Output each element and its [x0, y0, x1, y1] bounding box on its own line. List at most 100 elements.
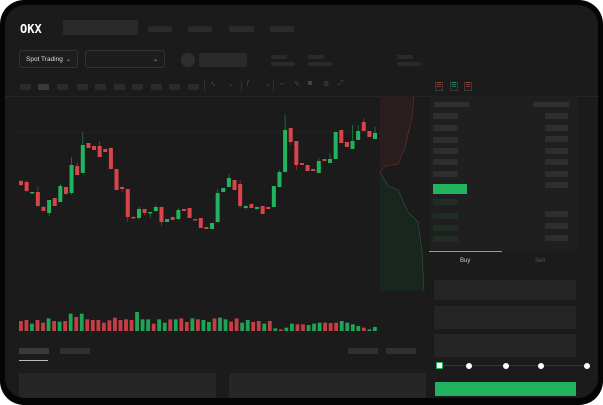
ma-indicator-icon[interactable]: ∿	[210, 81, 216, 88]
candle[interactable]	[41, 207, 46, 211]
timeframe-button[interactable]	[169, 84, 180, 90]
tab-sell[interactable]: Sell	[535, 258, 546, 264]
nav-item[interactable]	[229, 26, 254, 32]
timeframe-button[interactable]	[188, 84, 199, 90]
settings-icon[interactable]: ⚙	[323, 81, 330, 88]
bid-row[interactable]	[433, 199, 458, 205]
candle[interactable]	[108, 148, 113, 169]
timeframe-button[interactable]	[57, 84, 68, 90]
line-icon[interactable]: ∼	[279, 81, 285, 88]
candle[interactable]	[232, 180, 237, 190]
candle[interactable]	[58, 186, 63, 202]
total-input[interactable]	[434, 334, 576, 357]
fx-indicator-icon[interactable]: ƒ	[246, 80, 250, 87]
candle[interactable]	[350, 141, 355, 149]
candle[interactable]	[35, 192, 40, 206]
slider-step-100[interactable]	[584, 363, 590, 369]
timeframe-button-active[interactable]	[38, 84, 49, 90]
tab-open-orders[interactable]	[19, 348, 49, 354]
candle[interactable]	[170, 217, 175, 220]
candle[interactable]	[187, 208, 192, 218]
candle[interactable]	[47, 200, 52, 213]
candle[interactable]	[181, 209, 186, 211]
candle[interactable]	[69, 165, 74, 193]
slider-track[interactable]	[439, 365, 589, 366]
candle[interactable]	[24, 182, 29, 191]
orderbook-bids-icon[interactable]: ☰	[450, 82, 458, 91]
candle[interactable]	[288, 128, 293, 142]
amount-input[interactable]	[434, 306, 576, 329]
price-input[interactable]	[434, 280, 576, 300]
candle[interactable]	[137, 209, 141, 218]
candle[interactable]	[249, 204, 254, 208]
candle[interactable]	[373, 133, 377, 139]
candle[interactable]	[299, 163, 304, 165]
chevron-down-icon[interactable]: ⌄	[265, 81, 271, 88]
candle[interactable]	[75, 166, 80, 175]
ask-row[interactable]	[433, 113, 458, 119]
candle[interactable]	[103, 149, 108, 152]
pair-select[interactable]: ⌄	[85, 50, 165, 68]
nav-item[interactable]	[188, 26, 212, 32]
candle[interactable]	[221, 188, 226, 192]
ask-row[interactable]	[433, 159, 458, 165]
filter-button[interactable]	[348, 348, 378, 354]
candle[interactable]	[30, 192, 35, 194]
candle[interactable]	[283, 130, 288, 172]
slider-step-50[interactable]	[503, 363, 509, 369]
candle[interactable]	[344, 142, 349, 147]
slider-step-25[interactable]	[466, 363, 472, 369]
timeframe-button[interactable]	[95, 84, 106, 90]
candle[interactable]	[277, 172, 282, 187]
candle[interactable]	[148, 212, 153, 214]
candle[interactable]	[114, 169, 119, 190]
candle[interactable]	[176, 210, 181, 219]
ask-row[interactable]	[433, 125, 458, 131]
chevron-down-icon[interactable]: ⌄	[228, 81, 234, 88]
slider-step-75[interactable]	[538, 363, 544, 369]
camera-icon[interactable]: ◙	[308, 80, 313, 87]
candle[interactable]	[204, 227, 209, 229]
candle[interactable]	[165, 219, 170, 222]
candle[interactable]	[311, 169, 316, 171]
candle[interactable]	[322, 159, 327, 161]
candle[interactable]	[97, 146, 102, 157]
timeframe-button[interactable]	[114, 84, 125, 90]
buy-button[interactable]	[435, 382, 576, 396]
candle[interactable]	[333, 132, 338, 159]
candle[interactable]	[339, 130, 344, 143]
candle[interactable]	[210, 223, 215, 229]
orderbook-both-icon[interactable]: ☰	[435, 82, 443, 91]
tab-order-history[interactable]	[60, 348, 90, 354]
candle[interactable]	[142, 209, 147, 213]
candle[interactable]	[215, 193, 220, 222]
candle[interactable]	[92, 146, 97, 150]
candle[interactable]	[260, 206, 265, 214]
candle[interactable]	[86, 143, 91, 148]
orderbook-asks-icon[interactable]: ☰	[464, 82, 472, 91]
timeframe-button[interactable]	[20, 84, 31, 90]
ask-row[interactable]	[433, 171, 458, 177]
candle[interactable]	[356, 131, 361, 140]
candle[interactable]	[294, 141, 299, 165]
candle[interactable]	[271, 186, 276, 207]
ask-row[interactable]	[433, 137, 458, 143]
candle[interactable]	[120, 187, 125, 189]
candle[interactable]	[255, 207, 259, 209]
filter-button[interactable]	[386, 348, 416, 354]
candlestick-chart[interactable]	[5, 96, 430, 336]
bid-row[interactable]	[433, 225, 458, 231]
candle[interactable]	[226, 178, 231, 187]
timeframe-button[interactable]	[151, 84, 162, 90]
candle[interactable]	[125, 189, 130, 217]
expand-icon[interactable]: ⤢	[338, 80, 344, 87]
ask-row[interactable]	[433, 148, 458, 154]
candle[interactable]	[198, 218, 203, 228]
candle[interactable]	[238, 184, 243, 206]
candle[interactable]	[266, 207, 271, 209]
candle[interactable]	[131, 217, 136, 219]
slider-handle[interactable]	[436, 362, 443, 369]
candle[interactable]	[193, 219, 198, 221]
candle[interactable]	[52, 198, 57, 206]
bid-row[interactable]	[433, 236, 458, 242]
